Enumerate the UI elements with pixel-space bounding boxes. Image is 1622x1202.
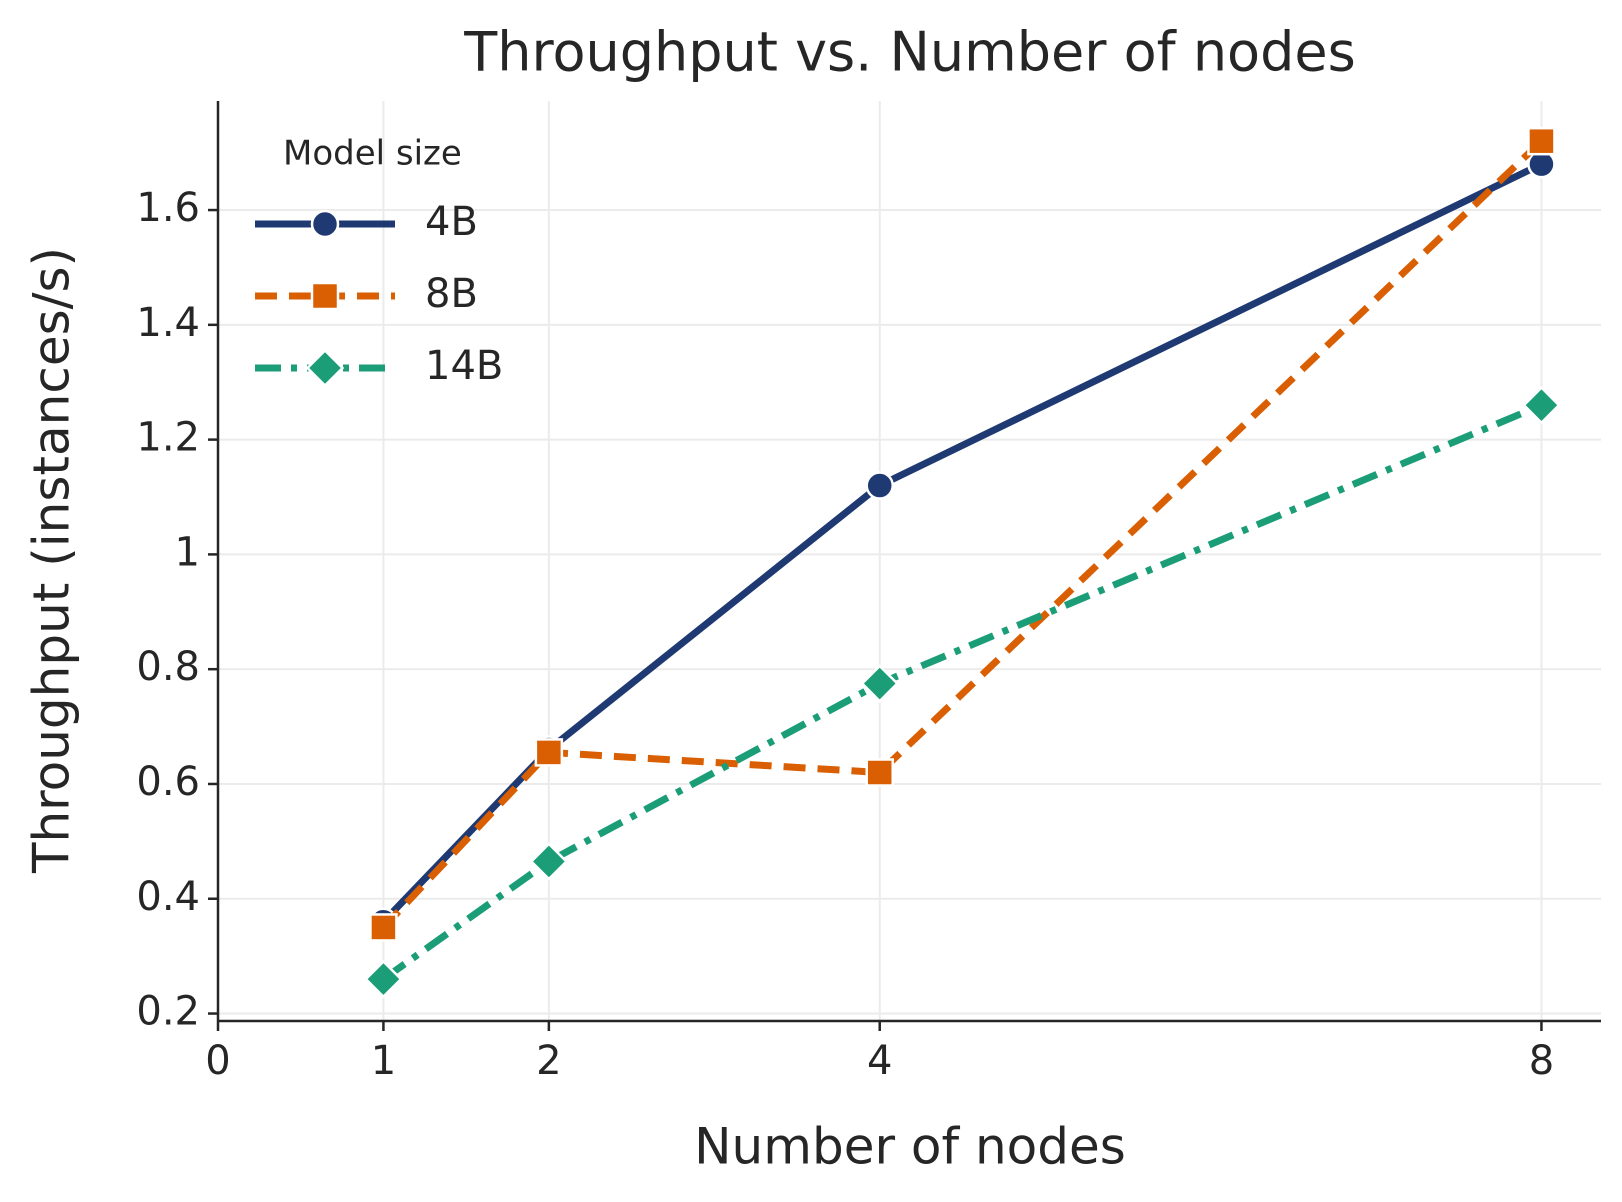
marker <box>534 738 564 767</box>
x-tick-label: 4 <box>867 1038 892 1084</box>
marker <box>1527 126 1556 156</box>
legend-label: 4B <box>425 199 478 245</box>
x-tick-label: 1 <box>371 1038 396 1084</box>
marker <box>310 209 340 239</box>
y-tick-label: 0.4 <box>136 874 200 920</box>
y-tick-label: 0.6 <box>136 759 200 805</box>
series-line <box>380 138 1544 930</box>
marker <box>529 842 569 881</box>
y-tick-label: 0.2 <box>136 989 200 1035</box>
y-tick-label: 1.4 <box>136 300 200 346</box>
chart-title: Throughput vs. Number of nodes <box>463 21 1355 84</box>
marker <box>310 281 340 311</box>
marker <box>865 471 894 500</box>
y-tick-label: 1 <box>175 529 200 575</box>
x-tick-label: 0 <box>205 1038 230 1084</box>
marker <box>364 959 403 999</box>
x-axis-label: Number of nodes <box>694 1118 1126 1176</box>
marker <box>305 348 345 388</box>
legend-label: 8B <box>425 271 478 317</box>
marker <box>860 664 900 703</box>
y-tick-label: 0.8 <box>136 644 200 690</box>
legend-title: Model size <box>283 134 462 174</box>
series-line <box>380 160 1543 925</box>
legend-label: 14B <box>425 343 503 389</box>
series-line <box>381 401 1543 982</box>
x-tick-label: 8 <box>1529 1038 1554 1084</box>
marker <box>1522 385 1561 425</box>
y-axis-label: Throughput (instances/s) <box>23 247 81 874</box>
x-tick-label: 2 <box>536 1038 561 1084</box>
y-tick-label: 1.6 <box>136 185 200 231</box>
marker <box>369 913 398 942</box>
marker <box>865 758 894 787</box>
y-tick-label: 1.2 <box>136 415 200 461</box>
